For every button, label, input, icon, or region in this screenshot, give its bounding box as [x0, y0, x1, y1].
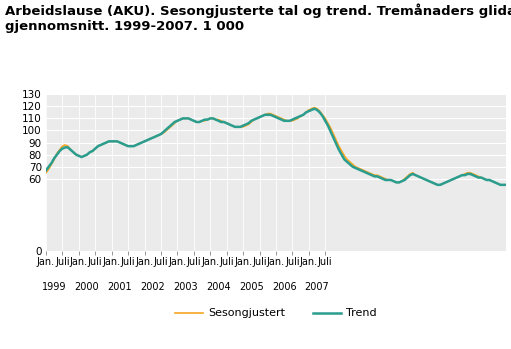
Trend: [412, 173, 419, 177]
Legend: Sesongjustert, Trend: Sesongjustert, Trend: [171, 304, 381, 323]
Trend: [503, 183, 509, 187]
Trend: [434, 183, 440, 187]
Sesongjustert: [224, 121, 230, 125]
Trend: [404, 176, 410, 180]
Sesongjustert: [412, 173, 419, 177]
Text: 2005: 2005: [239, 282, 264, 292]
Line: Sesongjustert: Sesongjustert: [46, 107, 506, 185]
Trend: [224, 121, 230, 125]
Text: 2007: 2007: [305, 282, 330, 292]
Sesongjustert: [404, 174, 410, 178]
Sesongjustert: [503, 183, 509, 187]
Text: Arbeidslause (AKU). Sesongjusterte tal og trend. Tremånaders glidande
gjennomsni: Arbeidslause (AKU). Sesongjusterte tal o…: [5, 3, 511, 33]
Text: 2001: 2001: [108, 282, 132, 292]
Line: Trend: Trend: [46, 109, 506, 185]
Trend: [440, 181, 446, 186]
Trend: [311, 107, 317, 111]
Sesongjustert: [311, 105, 317, 110]
Sesongjustert: [486, 178, 493, 182]
Trend: [166, 125, 172, 129]
Sesongjustert: [43, 171, 49, 175]
Sesongjustert: [166, 126, 172, 130]
Text: 1999: 1999: [42, 282, 66, 292]
Trend: [43, 168, 49, 172]
Text: 2002: 2002: [141, 282, 165, 292]
Text: 2003: 2003: [173, 282, 198, 292]
Sesongjustert: [440, 181, 446, 186]
Text: 2004: 2004: [206, 282, 231, 292]
Sesongjustert: [434, 183, 440, 187]
Text: 2006: 2006: [272, 282, 296, 292]
Text: 2000: 2000: [75, 282, 99, 292]
Trend: [486, 178, 493, 182]
